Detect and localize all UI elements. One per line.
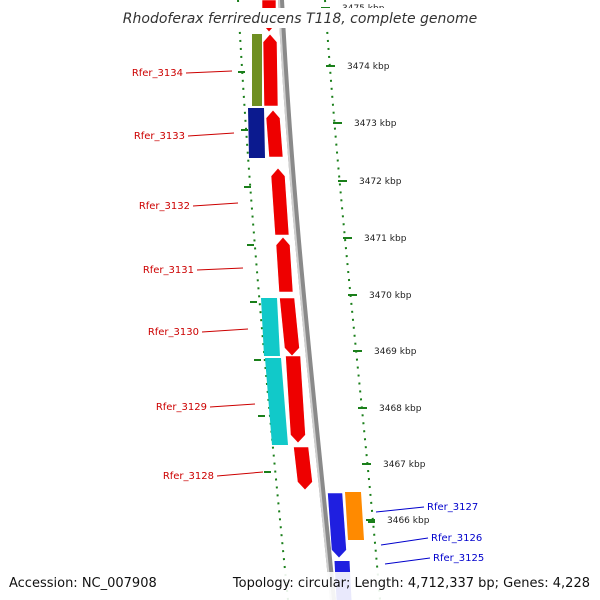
gene-block-red: [293, 446, 313, 491]
gene-label[interactable]: Rfer_3131: [143, 265, 194, 276]
tick-label: 3466 kbp: [387, 516, 430, 526]
gene-block-red: [285, 355, 306, 444]
gene-label[interactable]: Rfer_3126: [431, 533, 482, 544]
gene-label[interactable]: Rfer_3132: [139, 201, 190, 212]
tick-label: 3474 kbp: [347, 62, 390, 72]
gene-leader-line: [380, 537, 429, 546]
gene-block-red: [275, 236, 294, 293]
genome-backbone-highlight: [278, 0, 332, 600]
gene-block-cyan: [261, 298, 280, 356]
right-gene-labels: Rfer_3127 Rfer_3126 Rfer_3125: [375, 502, 484, 565]
tick-label: 3469 kbp: [374, 347, 417, 357]
gene-block-navy: [248, 108, 265, 158]
gene-label[interactable]: Rfer_3133: [134, 131, 185, 142]
gene-leader-line: [192, 202, 239, 207]
topology-text: Topology: circular; Length: 4,712,337 bp…: [232, 576, 590, 591]
gene-label[interactable]: Rfer_3128: [163, 471, 214, 482]
gene-leader-line: [209, 403, 256, 408]
gene-block-orange: [345, 492, 364, 540]
gene-leader-line: [384, 557, 431, 565]
gene-leader-line: [187, 132, 235, 137]
gene-block-red: [279, 297, 300, 357]
tick-label: 3471 kbp: [364, 234, 407, 244]
map-title: Rhodoferax ferrireducens T118, complete …: [123, 11, 477, 27]
tick-label: 3470 kbp: [369, 291, 412, 301]
gene-leader-line: [196, 267, 244, 271]
accession-text: Accession: NC_007908: [9, 576, 157, 591]
gene-label[interactable]: Rfer_3129: [156, 402, 207, 413]
left-gene-labels: Rfer_3134 Rfer_3133 Rfer_3132 Rfer_3131 Rfer…: [132, 68, 264, 482]
tick-label: 3468 kbp: [379, 404, 422, 414]
gene-label[interactable]: Rfer_3125: [433, 553, 484, 564]
gene-leader-line: [375, 506, 425, 513]
gene-block-red: [270, 167, 290, 236]
gene-label[interactable]: Rfer_3130: [148, 327, 199, 338]
tick-label: 3473 kbp: [354, 119, 397, 129]
gene-leader-line: [201, 328, 249, 333]
gene-block-olive: [252, 34, 262, 106]
gene-leader-line: [216, 471, 264, 477]
gene-block-blue: [327, 492, 347, 559]
gene-leader-line: [185, 70, 233, 74]
gene-label[interactable]: Rfer_3127: [427, 502, 478, 513]
tick-label: 3472 kbp: [359, 177, 402, 187]
tick-label: 3467 kbp: [383, 460, 426, 470]
gene-label[interactable]: Rfer_3134: [132, 68, 183, 79]
gene-block-red: [265, 109, 284, 158]
gene-blocks: [248, 0, 364, 600]
gene-block-cyan: [265, 358, 288, 445]
genome-backbone: [278, 0, 336, 600]
gene-block-red: [262, 33, 279, 107]
